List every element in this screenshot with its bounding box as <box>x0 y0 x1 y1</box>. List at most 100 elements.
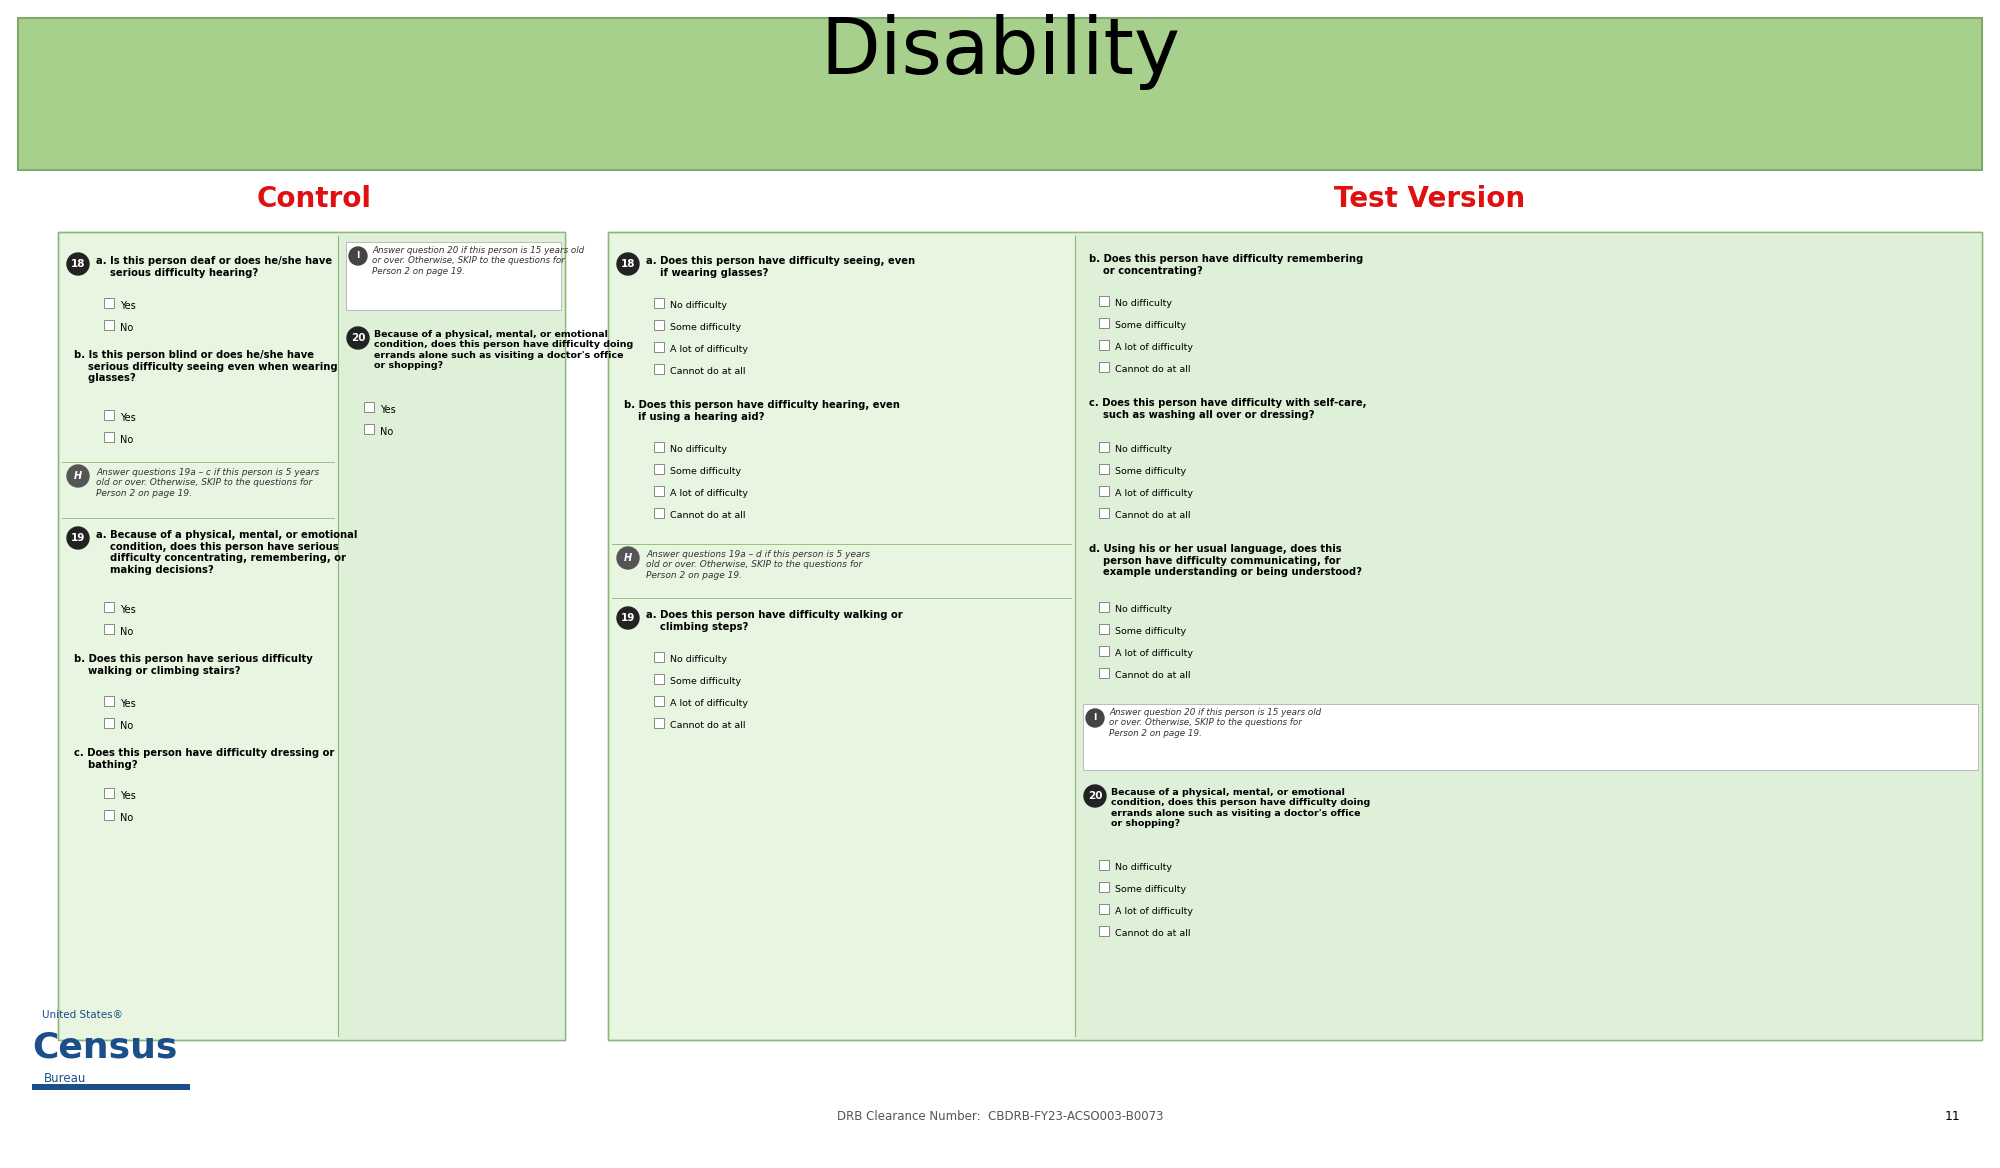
Bar <box>58 232 566 1040</box>
Text: Test Version: Test Version <box>1334 185 1526 213</box>
Text: Yes: Yes <box>120 413 136 423</box>
Bar <box>1100 442 1108 452</box>
Bar <box>1100 486 1108 496</box>
Circle shape <box>1086 709 1104 726</box>
Text: No difficulty: No difficulty <box>1116 299 1172 308</box>
Circle shape <box>1084 785 1106 807</box>
Text: Answer questions 19a – c if this person is 5 years
old or over. Otherwise, SKIP : Answer questions 19a – c if this person … <box>96 468 320 498</box>
Text: Cannot do at all: Cannot do at all <box>670 721 746 730</box>
Bar <box>654 674 664 684</box>
Text: 11: 11 <box>1944 1110 1960 1122</box>
Text: H: H <box>74 471 82 481</box>
Text: Yes: Yes <box>120 605 136 616</box>
Bar <box>654 298 664 308</box>
Text: Cannot do at all: Cannot do at all <box>1116 670 1190 680</box>
Bar <box>1100 464 1108 474</box>
Text: No: No <box>120 813 134 823</box>
Bar <box>104 320 114 331</box>
Text: a. Does this person have difficulty walking or
    climbing steps?: a. Does this person have difficulty walk… <box>646 610 902 632</box>
Bar <box>104 788 114 798</box>
Text: Cannot do at all: Cannot do at all <box>670 512 746 520</box>
Text: No: No <box>120 627 134 637</box>
Bar <box>104 696 114 705</box>
Bar <box>338 232 566 1040</box>
Bar <box>32 1084 190 1090</box>
Text: Cannot do at all: Cannot do at all <box>1116 364 1190 374</box>
Bar <box>364 402 374 412</box>
Bar <box>654 718 664 728</box>
Bar <box>1100 926 1108 936</box>
Bar <box>654 696 664 705</box>
Text: Cannot do at all: Cannot do at all <box>1116 512 1190 520</box>
Text: Answer questions 19a – d if this person is 5 years
old or over. Otherwise, SKIP : Answer questions 19a – d if this person … <box>646 550 870 579</box>
Bar <box>1100 904 1108 915</box>
Text: A lot of difficulty: A lot of difficulty <box>670 489 748 498</box>
Text: Some difficulty: Some difficulty <box>670 677 742 686</box>
Text: Yes: Yes <box>120 301 136 311</box>
Text: Answer question 20 if this person is 15 years old
or over. Otherwise, SKIP to th: Answer question 20 if this person is 15 … <box>1108 708 1322 738</box>
Text: I: I <box>356 251 360 260</box>
Text: 20: 20 <box>350 333 366 343</box>
Text: A lot of difficulty: A lot of difficulty <box>670 698 748 708</box>
Text: No difficulty: No difficulty <box>1116 863 1172 872</box>
Text: b. Does this person have difficulty remembering
    or concentrating?: b. Does this person have difficulty reme… <box>1088 253 1364 276</box>
Bar <box>1100 318 1108 328</box>
Text: 19: 19 <box>620 613 636 623</box>
Text: 18: 18 <box>620 259 636 269</box>
Text: No difficulty: No difficulty <box>670 655 728 663</box>
Text: d. Using his or her usual language, does this
    person have difficulty communi: d. Using his or her usual language, does… <box>1088 544 1362 577</box>
Text: A lot of difficulty: A lot of difficulty <box>1116 489 1192 498</box>
Bar <box>654 364 664 374</box>
Text: Cannot do at all: Cannot do at all <box>1116 929 1190 938</box>
Text: Some difficulty: Some difficulty <box>670 467 742 477</box>
Text: A lot of difficulty: A lot of difficulty <box>1116 343 1192 352</box>
Text: I: I <box>1094 714 1096 723</box>
Text: No: No <box>120 721 134 731</box>
Bar <box>608 232 1982 1040</box>
Text: A lot of difficulty: A lot of difficulty <box>670 345 748 354</box>
Text: No difficulty: No difficulty <box>1116 605 1172 614</box>
Bar <box>104 410 114 420</box>
Bar <box>1100 668 1108 677</box>
Text: 18: 18 <box>70 259 86 269</box>
Circle shape <box>616 607 640 630</box>
Text: Control: Control <box>256 185 372 213</box>
Text: c. Does this person have difficulty with self-care,
    such as washing all over: c. Does this person have difficulty with… <box>1088 398 1366 419</box>
Bar <box>1100 882 1108 892</box>
Bar <box>364 424 374 434</box>
Text: No difficulty: No difficulty <box>670 301 728 310</box>
Bar <box>346 242 560 310</box>
Text: b. Does this person have serious difficulty
    walking or climbing stairs?: b. Does this person have serious difficu… <box>74 654 312 675</box>
Bar <box>1100 860 1108 870</box>
Bar <box>1100 296 1108 306</box>
Circle shape <box>68 527 88 549</box>
Text: A lot of difficulty: A lot of difficulty <box>1116 908 1192 916</box>
Text: Some difficulty: Some difficulty <box>1116 321 1186 331</box>
Circle shape <box>616 547 640 569</box>
Bar <box>1076 232 1982 1040</box>
Bar <box>654 464 664 474</box>
Circle shape <box>68 465 88 487</box>
Text: Because of a physical, mental, or emotional
condition, does this person have dif: Because of a physical, mental, or emotio… <box>374 331 634 370</box>
Text: No: No <box>120 324 134 333</box>
Text: Some difficulty: Some difficulty <box>1116 467 1186 477</box>
Text: Bureau: Bureau <box>44 1072 86 1085</box>
Text: A lot of difficulty: A lot of difficulty <box>1116 649 1192 658</box>
Bar <box>104 718 114 728</box>
Text: c. Does this person have difficulty dressing or
    bathing?: c. Does this person have difficulty dres… <box>74 748 334 770</box>
Text: Yes: Yes <box>120 791 136 801</box>
Bar <box>104 432 114 442</box>
Bar <box>654 342 664 352</box>
Circle shape <box>350 246 368 265</box>
Bar <box>608 232 1982 1040</box>
Text: No difficulty: No difficulty <box>1116 445 1172 454</box>
Circle shape <box>616 253 640 274</box>
Text: Some difficulty: Some difficulty <box>670 324 742 332</box>
Text: H: H <box>624 552 632 563</box>
Text: a. Is this person deaf or does he/she have
    serious difficulty hearing?: a. Is this person deaf or does he/she ha… <box>96 256 332 278</box>
Bar <box>58 232 566 1040</box>
Bar <box>1100 646 1108 656</box>
Bar <box>1084 704 1978 770</box>
Bar <box>104 602 114 612</box>
Text: Census: Census <box>32 1030 178 1064</box>
